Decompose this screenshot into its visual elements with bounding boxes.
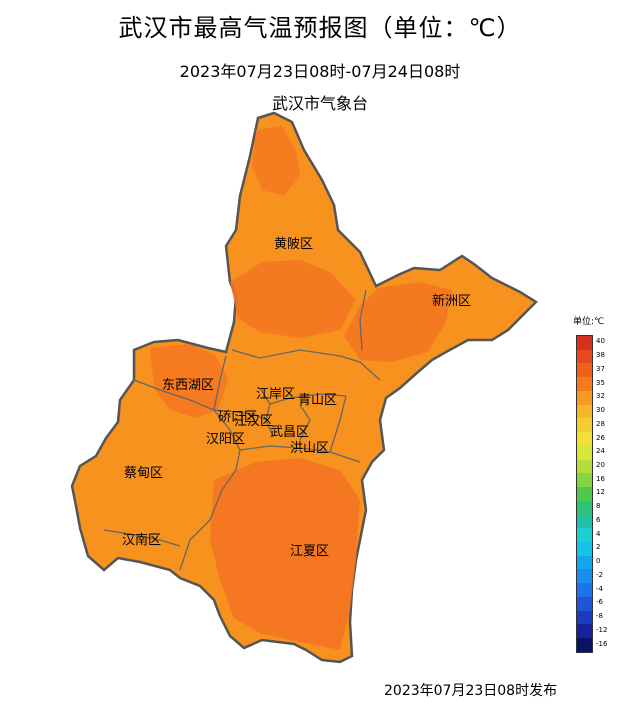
legend-label: -2 [596,570,603,579]
district-label-dongxihu: 东西湖区 [162,378,215,393]
district-label-hannan: 汉南区 [122,533,162,548]
district-label-huangpi: 黄陂区 [274,237,314,252]
district-boundaries [103,289,381,571]
legend-swatch [577,596,592,611]
legend-labels: 40 38 37 35 32 30 28 26 24 20 16 12 8 6 4 2 0 -2 -4 -6 -8 -12… [596,335,607,651]
district-label-caidian: 蔡甸区 [124,466,164,481]
map-outline [70,111,538,664]
legend-swatch [577,624,592,639]
legend-label: 8 [596,502,601,511]
district-label-jiangxia: 江夏区 [290,544,330,559]
legend-swatch [577,500,592,515]
hot-zone-north-tip [252,126,300,196]
legend-swatch [577,473,592,488]
legend-swatch [577,569,592,584]
legend-label: -4 [596,584,603,593]
district-label-hanyang: 汉阳区 [206,432,246,447]
district-label-xinzhou: 新洲区 [432,294,472,309]
legend-swatch [577,514,592,529]
legend-swatch [577,555,592,570]
legend-label: 0 [596,557,601,566]
legend-swatch [577,528,592,543]
legend-label: 38 [596,351,605,360]
legend-swatch [577,459,592,474]
legend-unit: 单位:℃ [573,317,605,327]
district-label-jianghan: 江汉区 [234,414,274,429]
hot-zone-east [344,282,452,362]
legend-label: 12 [596,488,605,497]
legend-swatch [577,404,592,419]
legend-label: 37 [596,364,605,373]
legend-label: -12 [596,625,608,634]
legend-swatch [577,363,592,378]
legend-label: -6 [596,598,603,607]
legend-label: 24 [596,447,605,456]
legend-swatch [577,336,592,350]
hot-zone-north [230,260,356,338]
legend-label: 32 [596,392,605,401]
legend-label: 6 [596,515,601,524]
hot-zone-west [150,344,228,418]
legend-label: -16 [596,639,608,648]
legend-swatch [577,487,592,501]
legend-label: -8 [596,612,603,621]
legend-label: 4 [596,529,601,538]
legend-swatch [577,377,592,391]
legend-swatch [577,445,592,460]
legend-swatch [577,610,592,625]
legend-swatch [577,542,592,556]
district-label-qiaokou: 硚口区 [218,410,258,425]
legend-label: 28 [596,419,605,428]
district-label-hongshan: 洪山区 [290,441,330,456]
legend-label: 2 [596,543,601,552]
issue-time: 2023年07月23日08时发布 [384,683,558,699]
district-label-wuchang: 武昌区 [270,425,310,440]
district-label-jiang-an: 江岸区 [256,387,296,402]
forecast-period: 2023年07月23日08时-07月24日08时 [179,62,461,81]
hot-zone-south [210,458,360,650]
legend-label: 35 [596,378,605,387]
legend-swatch [577,418,592,433]
legend-label: 26 [596,433,605,442]
legend-swatch [577,349,592,364]
issuing-agency: 武汉市气象台 [271,94,368,113]
legend-swatch [577,432,592,446]
legend-label: 16 [596,474,605,483]
legend-swatch [577,638,592,652]
color-legend [576,335,593,653]
legend-swatch [577,583,592,597]
legend-swatch [577,390,592,405]
district-label-qingshan: 青山区 [298,393,338,408]
legend-label: 20 [596,460,605,469]
legend-label: 40 [596,337,605,346]
legend-label: 30 [596,406,605,415]
map-title: 武汉市最高气温预报图（单位：℃） [118,14,522,42]
